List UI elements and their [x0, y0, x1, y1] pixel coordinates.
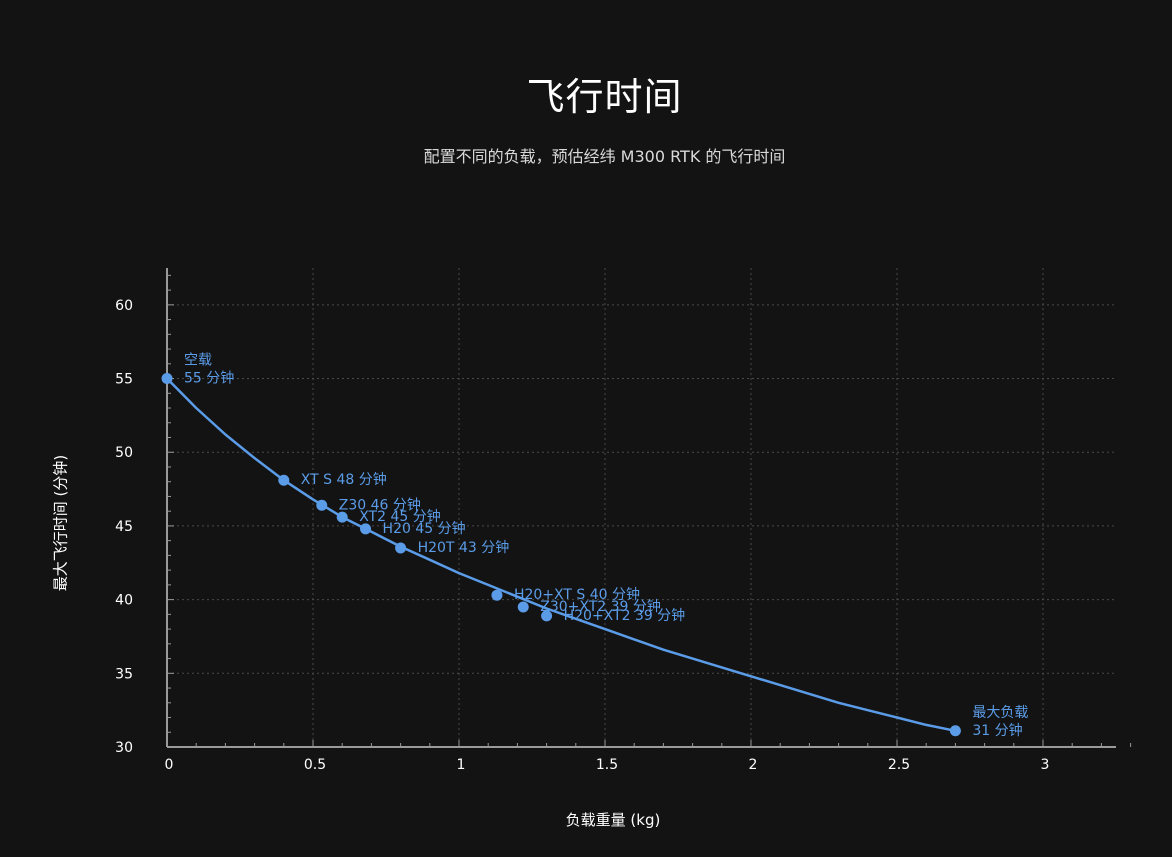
x-axis-title: 负载重量 (kg) [565, 811, 661, 829]
data-point [949, 725, 961, 737]
data-point-label-line: 最大负载 [972, 705, 1028, 721]
data-point-label-line: H20 45 分钟 [383, 520, 466, 537]
data-point-label: Z30 46 分钟 [339, 496, 421, 513]
x-tick-label: 3 [1041, 757, 1050, 773]
data-point [491, 589, 503, 601]
data-point-label-line: 空载 [184, 353, 212, 369]
data-point-label-line: XT S 48 分钟 [301, 471, 387, 488]
data-point-label: H20+XT S 40 分钟 [514, 586, 640, 603]
y-tick-label: 55 [115, 372, 133, 388]
page-subtitle: 配置不同的负载，预估经纬 M300 RTK 的飞行时间 [423, 147, 786, 166]
data-point-label-line: H20+XT S 40 分钟 [514, 586, 640, 603]
data-point-label: H20T 43 分钟 [418, 539, 510, 556]
data-point-label: H20 45 分钟 [383, 520, 466, 537]
x-tick-label: 2 [749, 757, 758, 773]
data-point [541, 610, 553, 622]
data-point-label-line: H20+XT2 39 分钟 [564, 607, 686, 624]
y-tick-label: 45 [115, 519, 133, 535]
y-tick-label: 60 [115, 298, 133, 314]
y-tick-label: 50 [115, 445, 133, 461]
data-point-label-line: 55 分钟 [184, 370, 234, 387]
data-point [517, 601, 529, 613]
data-point [336, 511, 348, 523]
x-tick-label: 0.5 [304, 757, 326, 773]
data-point-label: XT2 45 分钟 [359, 508, 441, 525]
data-point-label-line: Z30+XT2 39 分钟 [540, 598, 661, 615]
x-tick-label: 0 [165, 757, 174, 773]
data-point-label: H20+XT2 39 分钟 [564, 607, 686, 624]
y-tick-label: 40 [115, 593, 133, 609]
x-tick-label: 2.5 [888, 757, 910, 773]
data-point-label: 空载 55 分钟 [184, 353, 234, 387]
data-point-label-line: H20T 43 分钟 [418, 539, 510, 556]
data-point [395, 542, 407, 554]
data-point [161, 373, 173, 385]
data-point [316, 499, 328, 511]
y-tick-label: 30 [115, 740, 133, 756]
data-point-label-line: Z30 46 分钟 [339, 496, 421, 513]
data-point-label: Z30+XT2 39 分钟 [540, 598, 661, 615]
data-point-label-line: 31 分钟 [972, 722, 1022, 739]
data-point-label-line: XT2 45 分钟 [359, 508, 441, 525]
y-tick-label: 35 [115, 666, 133, 682]
page-title: 飞行时间 [526, 75, 683, 119]
data-point-label: XT S 48 分钟 [301, 471, 387, 488]
data-point [360, 523, 372, 535]
series-line [166, 377, 956, 733]
x-tick-label: 1 [457, 757, 466, 773]
data-point [278, 474, 290, 486]
x-tick-label: 1.5 [596, 757, 618, 773]
data-point-label: 最大负载 31 分钟 [972, 705, 1028, 739]
